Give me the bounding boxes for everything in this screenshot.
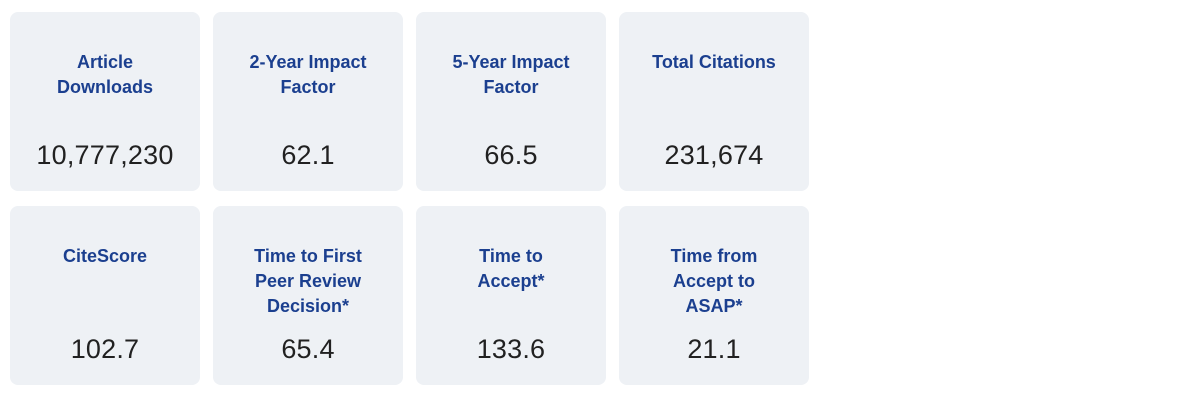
stat-card-value: 102.7 (70, 334, 140, 365)
stat-card-time-to-accept: Time to Accept* 133.6 (416, 206, 606, 385)
stat-card-label: 5-Year Impact Factor (452, 52, 570, 98)
stat-card-citescore: CiteScore 102.7 (10, 206, 200, 385)
stat-card-value: 21.1 (687, 334, 741, 365)
stat-card-article-downloads: Article Downloads 10,777,230 (10, 12, 200, 191)
stat-card-label: Time to Accept* (477, 246, 545, 292)
stat-card-time-from-accept-to-asap: Time from Accept to ASAP* 21.1 (619, 206, 809, 385)
stat-card-total-citations: Total Citations 231,674 (619, 12, 809, 191)
journal-metrics-grid: Article Downloads 10,777,230 2-Year Impa… (10, 12, 815, 385)
stat-card-value: 62.1 (281, 140, 335, 171)
stat-card-time-to-first-peer-review-decision: Time to First Peer Review Decision* 65.4 (213, 206, 403, 385)
stat-card-label: CiteScore (62, 246, 148, 266)
stat-card-value: 231,674 (664, 140, 764, 171)
stat-card-label: Total Citations (652, 52, 776, 72)
stat-card-label: Time to First Peer Review Decision* (254, 246, 362, 317)
stat-card-label: 2-Year Impact Factor (249, 52, 367, 98)
stat-card-value: 65.4 (281, 334, 335, 365)
stat-card-5-year-impact-factor: 5-Year Impact Factor 66.5 (416, 12, 606, 191)
stat-card-label: Time from Accept to ASAP* (670, 246, 758, 317)
stat-card-2-year-impact-factor: 2-Year Impact Factor 62.1 (213, 12, 403, 191)
stat-card-value: 10,777,230 (36, 140, 174, 171)
stat-card-label: Article Downloads (56, 52, 153, 98)
stat-card-value: 133.6 (476, 334, 546, 365)
stat-card-value: 66.5 (484, 140, 538, 171)
